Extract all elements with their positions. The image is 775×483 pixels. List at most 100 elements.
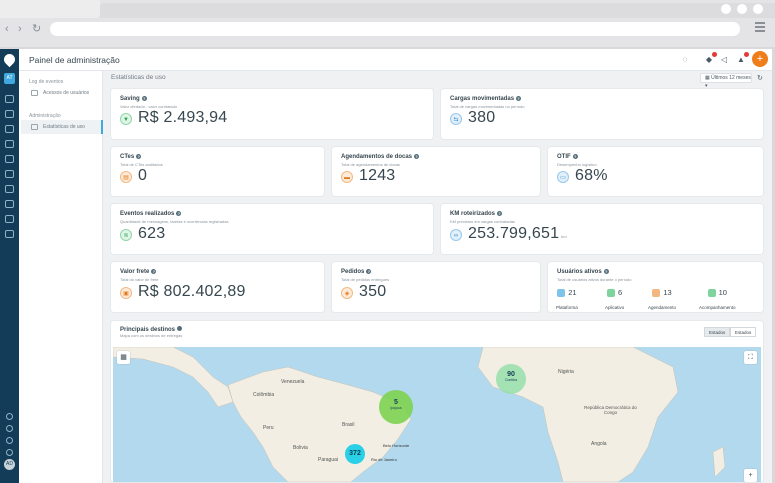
maximize-button[interactable]	[737, 4, 747, 14]
nav-rail: AT AD	[0, 49, 19, 483]
account-badge[interactable]: AT	[4, 73, 15, 84]
orders-icon: ◈	[341, 287, 353, 299]
chart-icon[interactable]	[5, 200, 14, 208]
zoom-in-button[interactable]: +	[744, 469, 757, 482]
dock-icon: ▬	[341, 171, 353, 183]
phone-icon	[607, 288, 616, 297]
docas-value: 1243	[359, 167, 396, 184]
users-icon	[31, 90, 38, 96]
tab-estados-1[interactable]: Estados	[704, 327, 731, 337]
app-window: AT AD Painel de administração ◌ ◆ ◁ ▲ + …	[0, 49, 772, 483]
dock-icon[interactable]	[5, 185, 14, 193]
report-icon[interactable]	[5, 230, 14, 238]
info-icon[interactable]	[177, 326, 183, 331]
info-icon[interactable]: ?	[366, 269, 372, 274]
map-label-venezuela: Venezuela	[281, 379, 305, 385]
events-icon: ≋	[120, 229, 132, 241]
route-icon[interactable]	[5, 140, 14, 148]
stat-acompanhamento: 10 Acompanhamento	[699, 288, 736, 310]
info-icon[interactable]: ?	[572, 154, 578, 159]
map-cluster[interactable]: 5 Ipojuca	[379, 390, 413, 424]
period-select[interactable]: ▦ Últimos 12 meses ▾	[700, 73, 752, 89]
destinations-map[interactable]: Brasil Peru Bolivia Paraguai Colômbia Ve…	[112, 346, 761, 482]
sidebar: Log de eventos Acessos de usuários Admin…	[19, 71, 103, 483]
info-icon[interactable]: ?	[141, 96, 147, 101]
browser-tab[interactable]	[0, 0, 100, 18]
map-label-rj: Rio de Janeiro	[371, 457, 397, 462]
info-icon[interactable]: ?	[497, 211, 503, 216]
stat-aplicativo: 6 Aplicativo	[605, 288, 625, 310]
help-icon[interactable]	[6, 413, 13, 420]
map-layers-button[interactable]: ▦	[117, 351, 130, 364]
saving-value: R$ 2.493,94	[138, 109, 228, 126]
megaphone-icon[interactable]: ◁	[720, 55, 728, 64]
monitor-icon	[557, 288, 566, 297]
chat-icon[interactable]: ◌	[682, 55, 688, 64]
cargas-value: 380	[468, 109, 496, 126]
map-label-bh: Belo Horizonte	[383, 443, 410, 448]
add-button[interactable]: +	[752, 51, 768, 67]
card-otif: OTIF? Desempenho logístico ▭ 68%	[548, 147, 763, 196]
card-docas: Agendamentos de docas? Total de agendame…	[332, 147, 540, 196]
calendar-icon	[652, 288, 661, 297]
cargo-icon: ⇆	[450, 113, 462, 125]
document-icon[interactable]	[5, 125, 14, 133]
receipt-icon[interactable]	[5, 215, 14, 223]
box-icon[interactable]	[5, 110, 14, 118]
info-icon[interactable]: ?	[151, 269, 157, 274]
page-title: Painel de administração	[29, 55, 120, 65]
sidebar-item-estatisticas[interactable]: Estatísticas de uso	[21, 120, 103, 134]
freight-icon: ▣	[120, 287, 132, 299]
map-cluster[interactable]: 90 Contiba	[496, 364, 526, 394]
km-value: 253.799,651 km	[468, 225, 567, 242]
avatar[interactable]: AD	[4, 459, 15, 470]
calendar-icon: ▦	[705, 75, 712, 81]
gear-icon[interactable]	[6, 449, 13, 456]
info-icon[interactable]: ?	[136, 154, 142, 159]
eventos-value: 623	[138, 225, 166, 242]
window-controls	[721, 4, 763, 14]
browser-chrome: ‹ › ↻	[0, 0, 775, 47]
content-heading: Estatísticas de uso	[111, 74, 166, 81]
sidebar-section-log: Log de eventos	[29, 79, 64, 85]
minimize-button[interactable]	[721, 4, 731, 14]
card-frete: Valor frete? Total do valor de frete ▣ R…	[111, 262, 324, 312]
logo-icon[interactable]	[1, 51, 18, 68]
close-button[interactable]	[753, 4, 763, 14]
info-icon[interactable]: ?	[176, 211, 182, 216]
tab-estados-2[interactable]: Estados	[730, 327, 757, 337]
notifications-icon[interactable]: ◆	[704, 52, 717, 64]
warehouse-icon[interactable]	[5, 170, 14, 178]
card-cargas: Cargas movimentadas? Total de cargas mov…	[441, 89, 763, 139]
truck-icon[interactable]	[5, 95, 14, 103]
map-cluster[interactable]: 372	[345, 444, 365, 464]
star-icon[interactable]	[6, 425, 13, 432]
frete-value: R$ 802.402,89	[138, 283, 246, 300]
settings-icon[interactable]	[6, 437, 13, 444]
map-label-peru: Peru	[263, 425, 274, 431]
ctes-icon: ▤	[120, 171, 132, 183]
sidebar-section-admin: Administração	[29, 113, 61, 119]
ship-icon[interactable]	[5, 155, 14, 163]
info-icon[interactable]: ?	[516, 96, 522, 101]
card-eventos: Eventos realizados? Quantidade de mensag…	[111, 204, 433, 254]
back-icon[interactable]: ‹	[5, 23, 9, 35]
saving-icon: ▼	[120, 113, 132, 125]
card-map: Principais destinos Mapa com os destinos…	[111, 321, 763, 482]
map-label-bolivia: Bolivia	[293, 445, 308, 451]
refresh-icon[interactable]: ↻	[757, 75, 763, 82]
sidebar-item-acessos[interactable]: Acessos de usuários	[21, 86, 103, 100]
reload-icon[interactable]: ↻	[32, 23, 42, 35]
info-icon[interactable]: ?	[603, 269, 609, 274]
address-bar[interactable]	[50, 22, 740, 36]
info-icon[interactable]: ?	[414, 154, 420, 159]
card-ctes: CTes? Total de CTes auditados ▤ 0	[111, 147, 324, 196]
bell-icon[interactable]: ▲	[736, 52, 749, 64]
map-label-nigeria: Nigéria	[558, 369, 574, 375]
fullscreen-button[interactable]: ⛶	[744, 351, 757, 364]
hamburger-menu-icon[interactable]	[755, 22, 765, 32]
forward-icon[interactable]: ›	[18, 23, 22, 35]
route-icon: ∞	[450, 229, 462, 241]
map-label-colombia: Colômbia	[253, 392, 275, 398]
map-label-angola: Angola	[591, 441, 607, 447]
